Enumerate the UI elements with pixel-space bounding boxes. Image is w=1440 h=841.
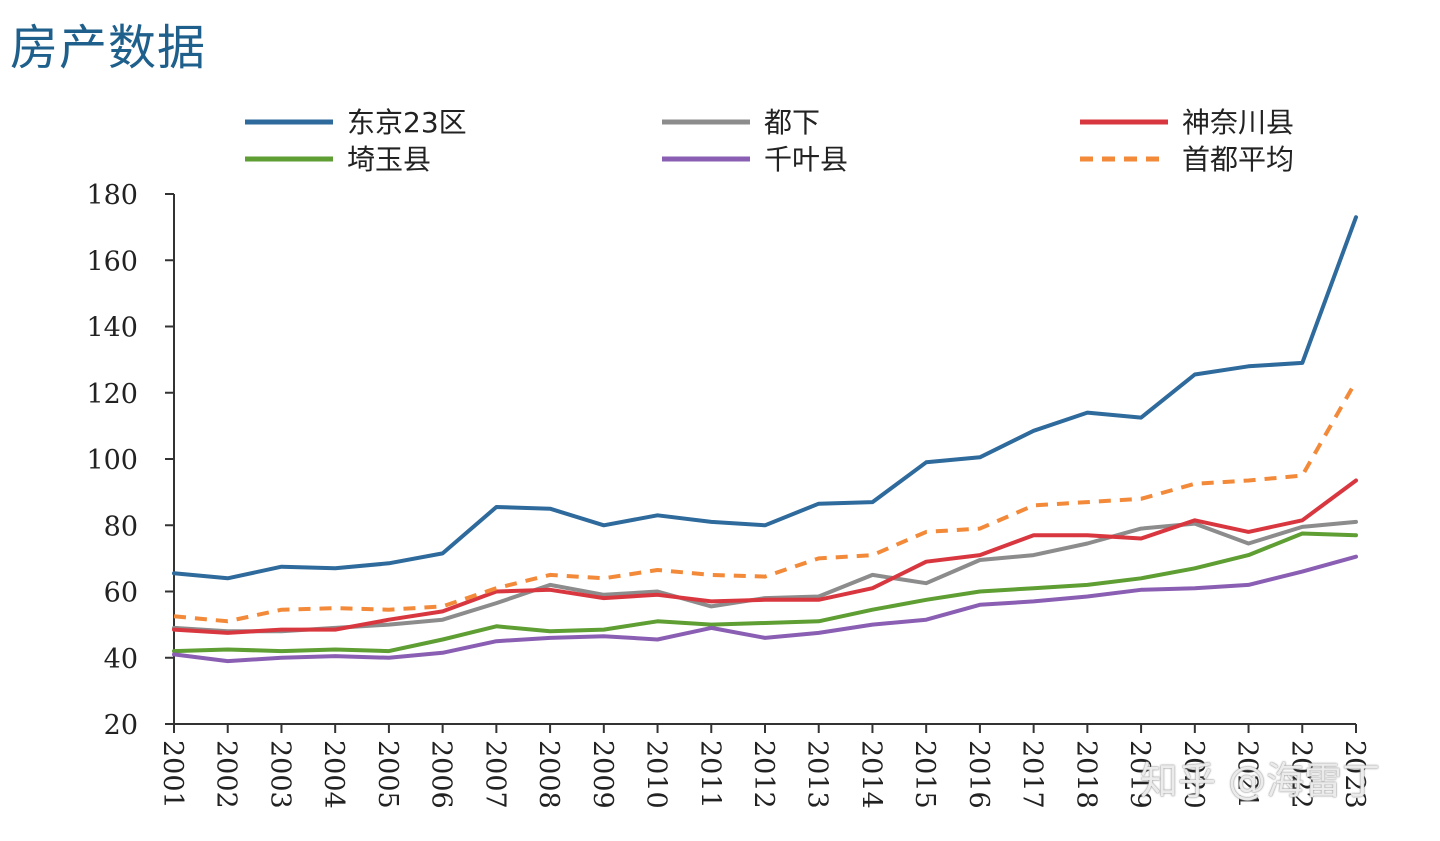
y-tick-label: 40 (104, 644, 138, 675)
x-tick-label: 2005 (372, 740, 403, 809)
watermark: 知乎 @海雷丁 (1140, 759, 1381, 803)
x-tick-label: 2019 (1124, 740, 1155, 809)
y-tick-label: 180 (86, 180, 138, 211)
x-tick-label: 2013 (802, 740, 833, 809)
y-tick-label: 80 (104, 511, 138, 542)
x-tick-label: 2021 (1232, 740, 1263, 809)
x-tick-label: 2023 (1339, 740, 1370, 809)
legend-label-chiba: 千叶县 (764, 143, 848, 176)
series-line-saitama (172, 531, 1358, 654)
y-tick-label: 160 (86, 246, 138, 277)
legend-label-kanagawa: 神奈川县 (1182, 106, 1294, 139)
x-tick-label: 2020 (1178, 740, 1209, 809)
legend-label-average: 首都平均 (1182, 143, 1294, 176)
y-tick-label: 20 (104, 710, 138, 741)
x-tick-label: 2009 (587, 740, 618, 809)
y-axis: 20 40 60 80 100 120 140 160 180 (86, 180, 175, 741)
y-tick-label: 100 (86, 445, 138, 476)
legend-label-saitama: 埼玉县 (347, 143, 431, 176)
x-tick-label: 2017 (1017, 740, 1048, 809)
x-tick-label: 2022 (1285, 740, 1316, 809)
series-line-kanagawa (172, 478, 1358, 635)
x-tick-label: 2008 (533, 740, 564, 809)
x-axis: 2001 2002 2003 2004 2005 2006 2007 2008 2009 2010… (157, 723, 1370, 809)
y-tick-label: 60 (104, 578, 138, 609)
series-line-average (173, 380, 1358, 624)
series-layer (172, 215, 1358, 664)
x-tick-label: 2012 (748, 740, 779, 809)
x-tick-label: 2007 (479, 740, 510, 809)
x-tick-label: 2001 (157, 740, 188, 809)
series-line-tokyo23 (172, 215, 1358, 581)
x-tick-label: 2003 (264, 740, 295, 809)
x-tick-label: 2010 (641, 740, 672, 809)
x-tick-label: 2011 (694, 740, 725, 809)
x-tick-label: 2002 (211, 740, 242, 809)
y-tick-label: 120 (86, 379, 138, 410)
x-tick-label: 2018 (1070, 740, 1101, 809)
legend-label-tokyo23: 东京23区 (347, 106, 467, 139)
x-tick-label: 2015 (909, 740, 940, 809)
series-line-chiba (172, 554, 1358, 664)
x-tick-label: 2004 (318, 740, 349, 809)
page-title: 房产数据 (10, 20, 207, 76)
legend-label-tokyo_other: 都下 (764, 106, 820, 139)
x-tick-label: 2006 (426, 740, 457, 809)
x-tick-label: 2016 (963, 740, 994, 809)
y-tick-label: 140 (86, 313, 138, 344)
x-tick-label: 2014 (855, 740, 886, 809)
